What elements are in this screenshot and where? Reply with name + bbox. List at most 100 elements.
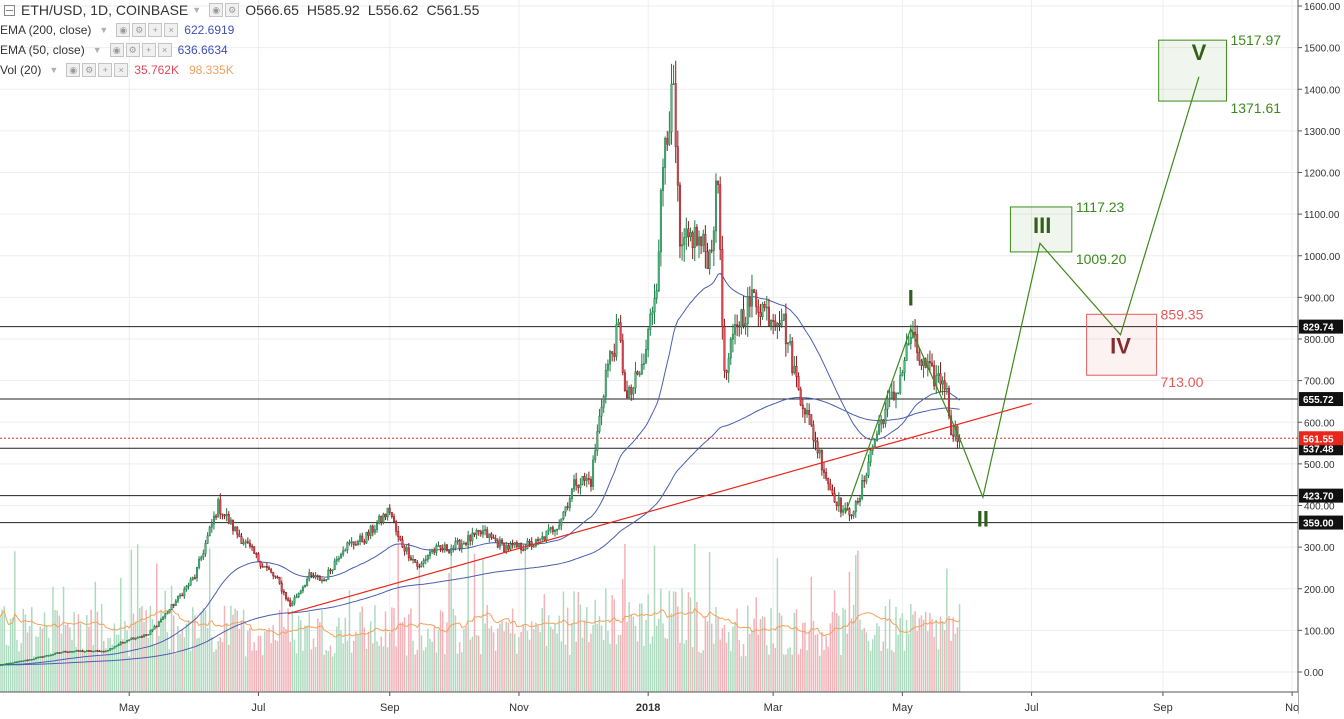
volume-bar	[810, 576, 813, 694]
candle-body	[651, 311, 654, 315]
volume-bar	[425, 647, 427, 694]
candle-body	[873, 440, 876, 448]
volume-bar	[715, 606, 717, 694]
candle-body	[289, 599, 292, 606]
volume-bar	[636, 641, 639, 694]
volume-bar	[571, 623, 573, 694]
candle-body	[359, 535, 362, 542]
indicator-row[interactable]: Vol (20) ▼ ◉ ⚙ + × 35.762K 98.335K	[0, 60, 487, 80]
volume-bar	[780, 615, 783, 694]
volume-bar	[147, 637, 150, 694]
candle-body	[628, 387, 631, 399]
volume-bar	[950, 640, 952, 694]
ohlc-l: L556.62	[367, 2, 419, 18]
collapse-legend-icon[interactable]	[4, 4, 15, 16]
settings-gear-icon[interactable]: ⚙	[132, 23, 147, 37]
symbol-dropdown-icon[interactable]: ▼	[192, 5, 202, 15]
candle-body	[58, 652, 61, 654]
candle-body	[274, 575, 277, 578]
volume-bar	[378, 645, 380, 694]
volume-bar	[389, 632, 391, 694]
candle-body	[388, 507, 391, 513]
remove-icon[interactable]: ×	[157, 43, 172, 57]
remove-icon[interactable]: ×	[114, 63, 129, 77]
candle-body	[928, 361, 931, 364]
candle-body	[297, 592, 300, 597]
candle-body	[263, 566, 266, 568]
volume-bar	[115, 634, 118, 694]
volume-bar	[153, 645, 156, 694]
candle-body	[649, 313, 652, 330]
candle-body	[829, 483, 832, 491]
settings-gear-icon[interactable]: ⚙	[82, 63, 97, 77]
y-tick-label: 500.00	[1304, 460, 1335, 471]
volume-bar	[783, 654, 785, 694]
volume-bar	[255, 650, 258, 694]
symbol-title[interactable]: ETH/USD, 1D, COINBASE	[21, 2, 189, 18]
candle-body	[77, 650, 80, 652]
volume-bar	[766, 645, 768, 694]
candle-body	[698, 236, 701, 246]
volume-bar	[499, 623, 501, 694]
candle-body	[685, 228, 688, 238]
volume-bar	[217, 641, 219, 694]
volume-bar	[253, 642, 255, 694]
candle-body	[888, 397, 891, 400]
indicator-dropdown-icon[interactable]: ▼	[49, 65, 59, 75]
candle-body	[884, 408, 887, 424]
candle-body	[136, 637, 139, 639]
volume-bar	[852, 604, 855, 694]
candle-body	[191, 577, 194, 580]
add-icon[interactable]: +	[98, 63, 113, 77]
volume-bar	[734, 622, 736, 694]
settings-gear-icon[interactable]: ⚙	[225, 3, 240, 17]
volume-bar	[111, 644, 114, 694]
volume-bar	[689, 597, 692, 694]
volume-bar	[763, 616, 766, 694]
indicator-row[interactable]: EMA (50, close) ▼ ◉ ⚙ + × 636.6634	[0, 40, 487, 60]
volume-bar	[569, 654, 571, 694]
indicator-row[interactable]: EMA (200, close) ▼ ◉ ⚙ + × 622.6919	[0, 20, 487, 40]
candle-body	[51, 654, 54, 656]
visibility-eye-icon[interactable]: ◉	[209, 3, 224, 17]
target-box-iv	[1086, 313, 1158, 376]
volume-bar	[319, 622, 321, 694]
candle-body	[520, 543, 523, 550]
volume-bar	[683, 643, 685, 694]
remove-icon[interactable]: ×	[164, 23, 179, 37]
volume-bar	[54, 610, 56, 694]
candle-body	[742, 309, 745, 326]
candle-body	[606, 363, 609, 371]
visibility-eye-icon[interactable]: ◉	[66, 63, 81, 77]
candle-body	[636, 371, 639, 375]
volume-bar	[278, 610, 281, 694]
indicator-dropdown-icon[interactable]: ▼	[99, 25, 109, 35]
settings-gear-icon[interactable]: ⚙	[125, 43, 140, 57]
volume-bar	[880, 650, 882, 694]
add-icon[interactable]: +	[141, 43, 156, 57]
volume-bar	[435, 652, 438, 694]
candle-body	[20, 660, 23, 663]
candle-body	[691, 232, 694, 248]
visibility-eye-icon[interactable]: ◉	[116, 23, 131, 37]
volume-bar	[668, 590, 671, 694]
indicator-dropdown-icon[interactable]: ▼	[92, 45, 102, 55]
add-icon[interactable]: +	[148, 23, 163, 37]
volume-bar	[81, 648, 84, 694]
volume-bar	[774, 647, 777, 694]
volume-bar	[58, 615, 61, 694]
volume-bar	[929, 612, 931, 694]
volume-bar	[92, 645, 94, 694]
candle-body	[763, 303, 766, 308]
volume-bar	[554, 624, 556, 694]
visibility-eye-icon[interactable]: ◉	[109, 43, 124, 57]
volume-bar	[274, 639, 277, 694]
x-tick-label: May	[892, 702, 913, 714]
volume-bar	[244, 656, 247, 694]
volume-bar	[713, 643, 715, 694]
volume-bar	[513, 633, 516, 694]
candle-body	[378, 515, 381, 524]
volume-bar	[594, 599, 596, 694]
